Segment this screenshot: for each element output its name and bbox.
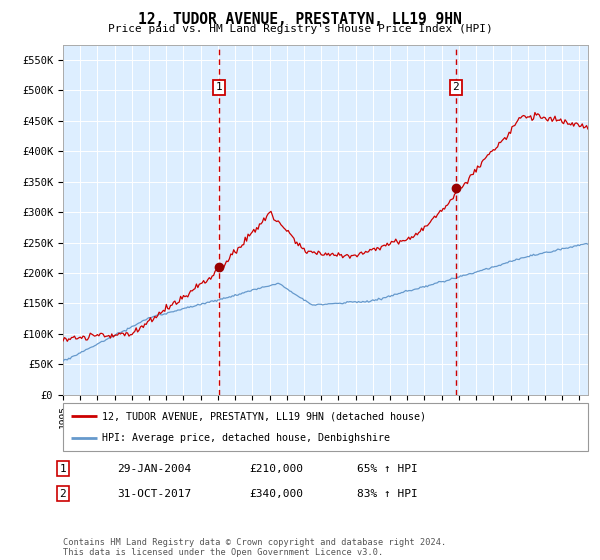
Text: Contains HM Land Registry data © Crown copyright and database right 2024.
This d: Contains HM Land Registry data © Crown c…	[63, 538, 446, 557]
Text: 12, TUDOR AVENUE, PRESTATYN, LL19 9HN: 12, TUDOR AVENUE, PRESTATYN, LL19 9HN	[138, 12, 462, 27]
Text: 83% ↑ HPI: 83% ↑ HPI	[357, 489, 418, 499]
Text: 65% ↑ HPI: 65% ↑ HPI	[357, 464, 418, 474]
Text: HPI: Average price, detached house, Denbighshire: HPI: Average price, detached house, Denb…	[103, 433, 391, 443]
Text: 12, TUDOR AVENUE, PRESTATYN, LL19 9HN (detached house): 12, TUDOR AVENUE, PRESTATYN, LL19 9HN (d…	[103, 411, 427, 421]
Text: Price paid vs. HM Land Registry's House Price Index (HPI): Price paid vs. HM Land Registry's House …	[107, 24, 493, 34]
Text: £340,000: £340,000	[249, 489, 303, 499]
Text: 1: 1	[216, 82, 223, 92]
Text: 31-OCT-2017: 31-OCT-2017	[117, 489, 191, 499]
Text: 2: 2	[59, 489, 67, 499]
Text: 1: 1	[59, 464, 67, 474]
Text: £210,000: £210,000	[249, 464, 303, 474]
Text: 29-JAN-2004: 29-JAN-2004	[117, 464, 191, 474]
Text: 2: 2	[452, 82, 460, 92]
